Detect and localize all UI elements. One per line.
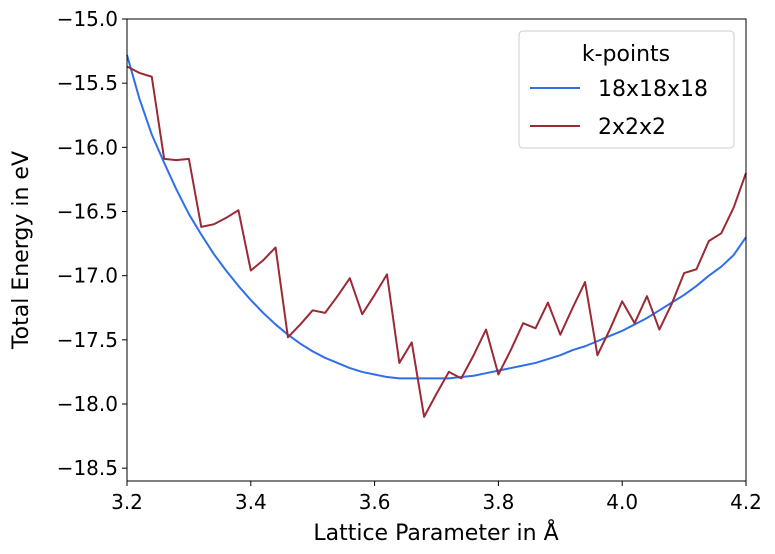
- y-tick-label: −16.5: [57, 200, 118, 224]
- y-tick-label: −18.5: [57, 456, 118, 480]
- x-tick-label: 3.4: [235, 490, 267, 514]
- x-tick-label: 3.2: [111, 490, 143, 514]
- y-tick-label: −16.0: [57, 135, 118, 159]
- y-axis: −15.0 −15.5 −16.0 −16.5 −17.0 −17.5 −18.0 −18.5: [57, 7, 127, 480]
- x-axis: 3.2 3.4 3.6 3.8 4.0 4.2: [111, 481, 762, 514]
- series-line-18x18x18: [126, 54, 747, 380]
- y-tick-label: −15.5: [57, 71, 118, 95]
- legend-label-18x18x18: 18x18x18: [598, 77, 708, 102]
- legend-title: k-points: [582, 42, 670, 67]
- legend-label-2x2x2: 2x2x2: [598, 115, 666, 140]
- y-tick-label: −18.0: [57, 392, 118, 416]
- x-tick-label: 3.8: [482, 490, 514, 514]
- x-axis-label: Lattice Parameter in Å: [313, 519, 558, 546]
- y-tick-label: −17.0: [57, 264, 118, 288]
- legend-box: [518, 30, 735, 149]
- plot-frame: [126, 18, 747, 482]
- y-tick-label: −17.5: [57, 328, 118, 352]
- x-tick-label: 4.2: [730, 490, 762, 514]
- x-tick-label: 3.6: [359, 490, 391, 514]
- series-layer: [126, 54, 747, 418]
- y-axis-label: Total Energy in eV: [9, 151, 34, 350]
- y-tick-label: −15.0: [57, 7, 118, 31]
- x-tick-label: 4.0: [606, 490, 638, 514]
- series-line-2x2x2: [126, 65, 747, 418]
- legend: k-points 18x18x18 2x2x2: [518, 30, 735, 149]
